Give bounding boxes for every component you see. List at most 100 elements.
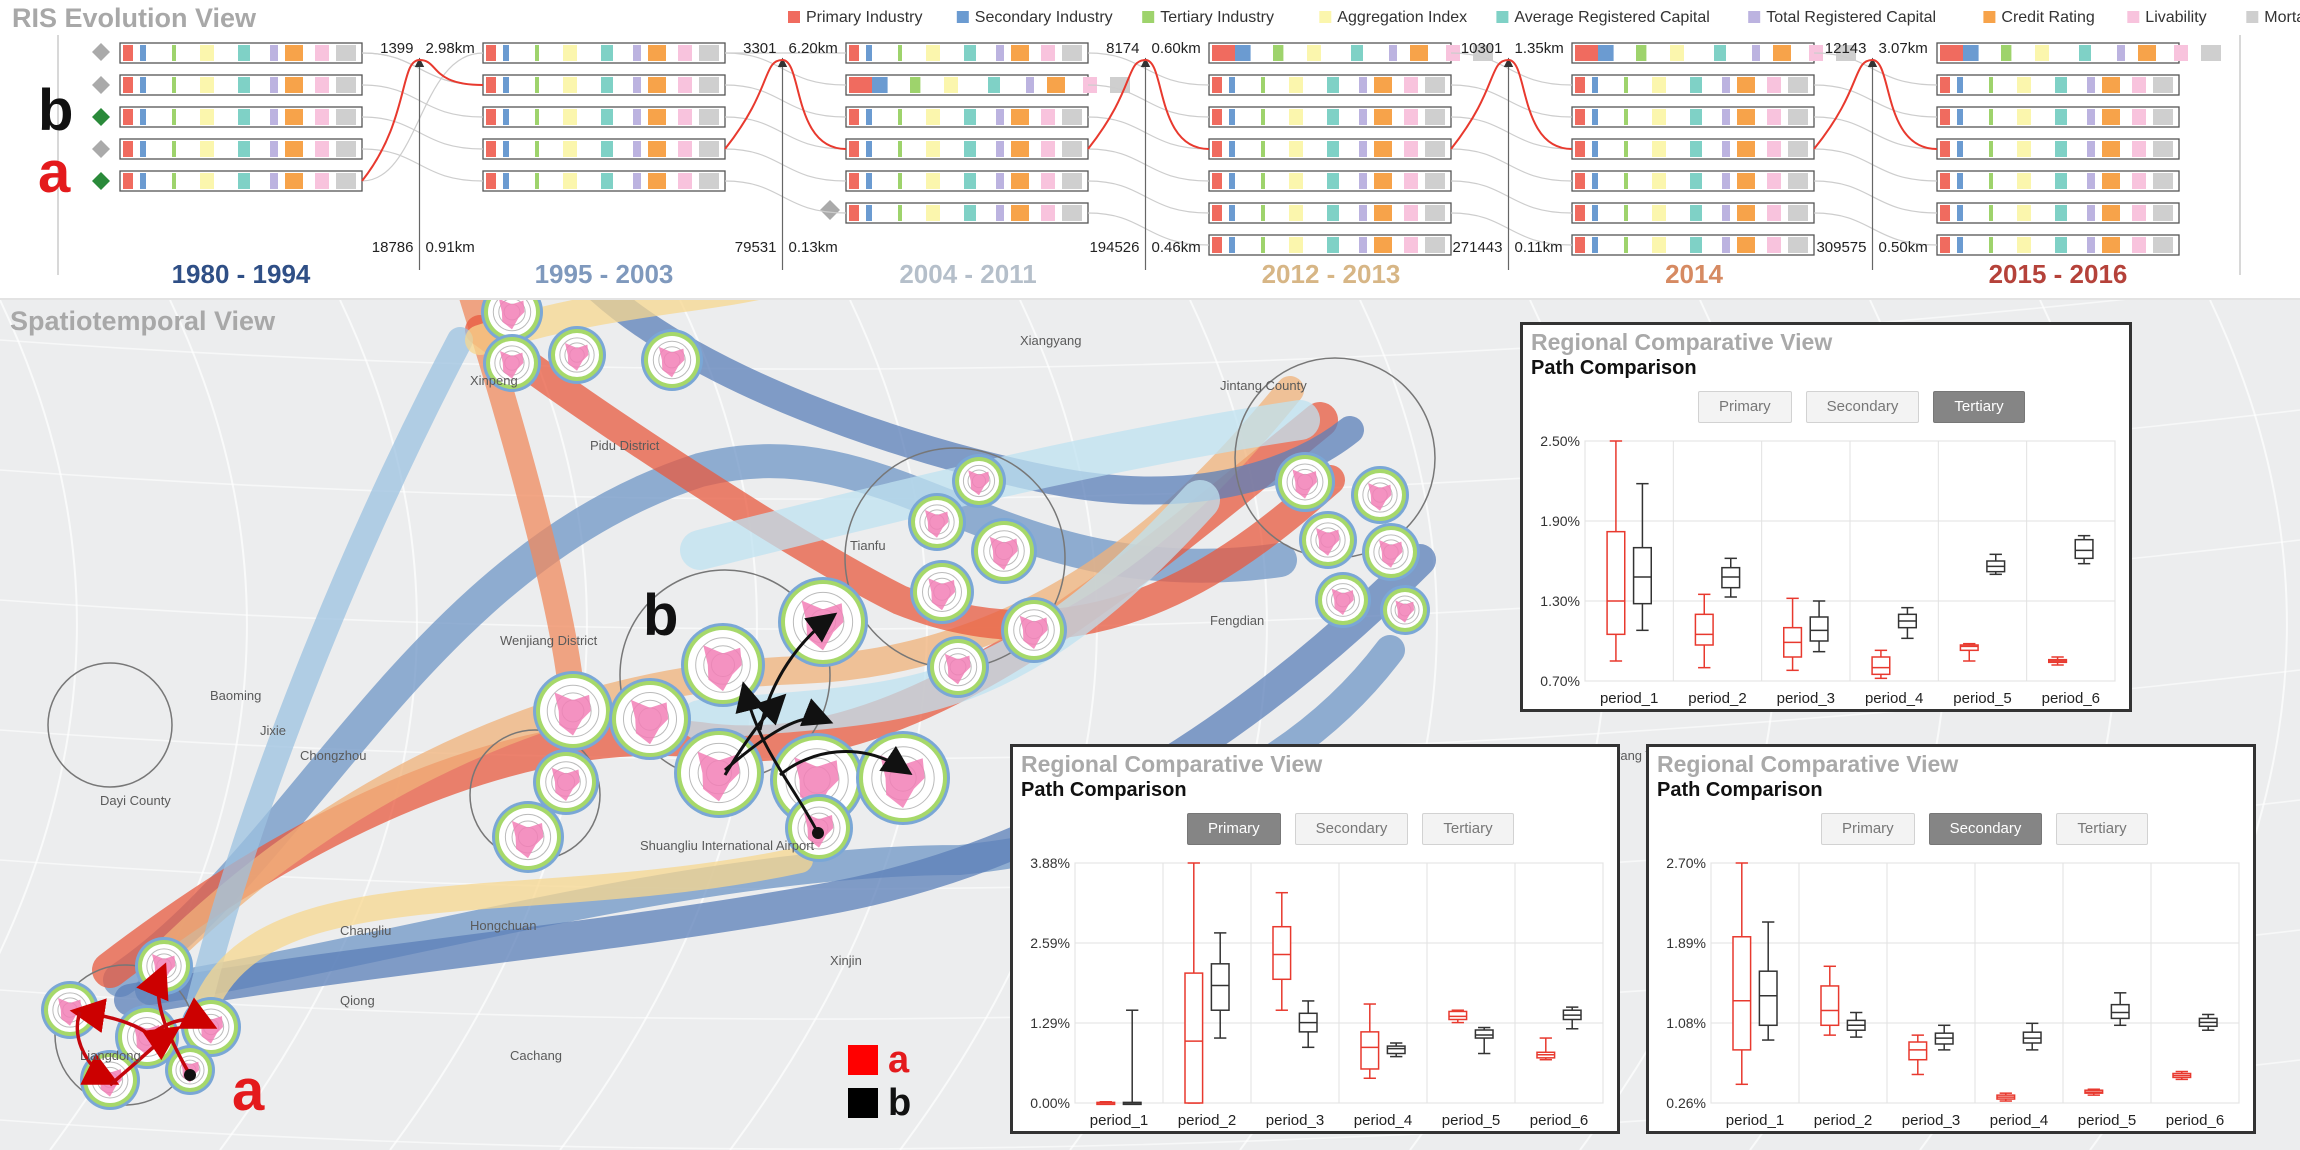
boxplot-chart: 3.88% 2.59% 1.29% 0.00% period_1 period_2 peri… (1030, 855, 1604, 1129)
bar-segment (1957, 237, 1963, 253)
map-place-label: Tianfu (850, 538, 886, 553)
x-tick-label: period_1 (1090, 1112, 1148, 1129)
bar-segment (944, 77, 958, 93)
x-tick-label: period_2 (1688, 690, 1746, 707)
secondary-button[interactable]: Secondary (1928, 813, 2043, 845)
tertiary-button[interactable]: Tertiary (1422, 813, 1514, 845)
glyph-grid (494, 345, 530, 381)
bar-segment (601, 109, 613, 125)
bar-segment (2153, 205, 2173, 221)
region-bar (119, 74, 363, 96)
bar-segment (1351, 45, 1363, 61)
region-bar (1208, 74, 1452, 96)
region-bar (1936, 202, 2180, 224)
region-bar (845, 202, 1089, 224)
flow-band (187, 847, 813, 1033)
bar-segment (1940, 77, 1950, 93)
region-bar (1571, 234, 1815, 256)
link-bottom-count: 309575 (1816, 239, 1866, 256)
y-tick-label: 0.70% (1540, 673, 1580, 689)
glyph-grid (792, 591, 854, 653)
region-bar (1571, 42, 1856, 64)
bar-segment (601, 141, 613, 157)
region-bar (1571, 106, 1815, 128)
box-b (1934, 1024, 1954, 1051)
boxplot-chart: 2.50% 1.90% 1.30% 0.70% period_1 period_2 peri… (1540, 433, 2116, 707)
bar-segment (1235, 45, 1251, 61)
bar-segment (1041, 109, 1055, 125)
bar-segment (1624, 173, 1628, 189)
flow-band (187, 327, 473, 1013)
bar-segment (315, 141, 329, 157)
box-a (2172, 1070, 2192, 1081)
glyph-radar (1292, 469, 1317, 499)
primary-button[interactable]: Primary (1698, 391, 1792, 423)
bar-segment (1575, 173, 1585, 189)
tertiary-button[interactable]: Tertiary (2056, 813, 2148, 845)
secondary-button[interactable]: Secondary (1294, 813, 1409, 845)
primary-button[interactable]: Primary (1187, 813, 1281, 845)
bar-segment (910, 77, 921, 93)
glyph-grid (622, 691, 678, 747)
bar-segment (172, 173, 176, 189)
bar-segment (1737, 237, 1755, 253)
link-top-distance: 0.60km (1152, 40, 1201, 57)
bar-segment (1737, 173, 1755, 189)
glyph-grid (1390, 595, 1420, 625)
bar-segment (1592, 141, 1598, 157)
y-tick-label: 2.50% (1540, 433, 1580, 449)
bar-segment (699, 45, 719, 61)
region-bar (845, 74, 1130, 96)
region-bar (1571, 138, 1815, 160)
bar-segment (1690, 77, 1702, 93)
y-tick-label: 0.00% (1030, 1095, 1070, 1111)
bar-segment (2079, 45, 2091, 61)
box-b (1562, 1006, 1582, 1030)
tertiary-button[interactable]: Tertiary (1933, 391, 2025, 423)
comparative-view-title: Regional Comparative View (1021, 751, 1323, 777)
spatiotemporal-map[interactable]: Xiangyang Jintang County Pidu District Wenj… (0, 300, 2300, 1150)
bar-segment (2102, 77, 2120, 93)
bar-segment (1989, 205, 1993, 221)
bar-segment (872, 77, 888, 93)
bar-segment (1940, 141, 1950, 157)
region-bar (1936, 234, 2180, 256)
box-b (1298, 1000, 1318, 1049)
transition-link (361, 116, 484, 150)
primary-button[interactable]: Primary (1821, 813, 1915, 845)
bar-segment (1041, 205, 1055, 221)
bar-segment (988, 77, 1000, 93)
bar-segment (1359, 205, 1367, 221)
bar-segment (1359, 141, 1367, 157)
bar-segment (1425, 77, 1445, 93)
boxplot-chart: 2.70% 1.89% 1.08% 0.26% period_1 period_2 peri… (1666, 855, 2240, 1129)
comparative-view-subtitle: Path Comparison (1531, 357, 1697, 379)
secondary-button[interactable]: Secondary (1805, 391, 1920, 423)
glyph-grid (652, 340, 692, 380)
comparative-view-title: Regional Comparative View (1657, 751, 1959, 777)
legend-swatch (1748, 11, 1761, 23)
glyph-grid (1362, 477, 1398, 513)
region-bar (1936, 170, 2180, 192)
link-top-distance: 2.98km (426, 40, 475, 57)
box-iqr (2074, 538, 2094, 560)
bar-segment (238, 109, 250, 125)
transition-link (1450, 52, 1573, 86)
bar-segment (2087, 237, 2095, 253)
bar-segment (1989, 77, 1993, 93)
bar-segment (1261, 205, 1265, 221)
box-a (1908, 1034, 1928, 1076)
bar-segment (1989, 237, 1993, 253)
transition-link (1450, 212, 1573, 246)
glyph-grid (1286, 463, 1324, 501)
map-place-label: Shuangliu International Airport (640, 838, 815, 853)
bar-segment (1327, 173, 1339, 189)
y-tick-label: 1.29% (1030, 1015, 1070, 1031)
bar-segment (849, 45, 859, 61)
bar-segment (2132, 141, 2146, 157)
bar-segment (503, 45, 509, 61)
spatiotemporal-view[interactable]: Xiangyang Jintang County Pidu District Wenj… (0, 300, 2300, 1150)
box-b (1809, 600, 1829, 653)
bar-segment (996, 109, 1004, 125)
bar-segment (1652, 237, 1666, 253)
